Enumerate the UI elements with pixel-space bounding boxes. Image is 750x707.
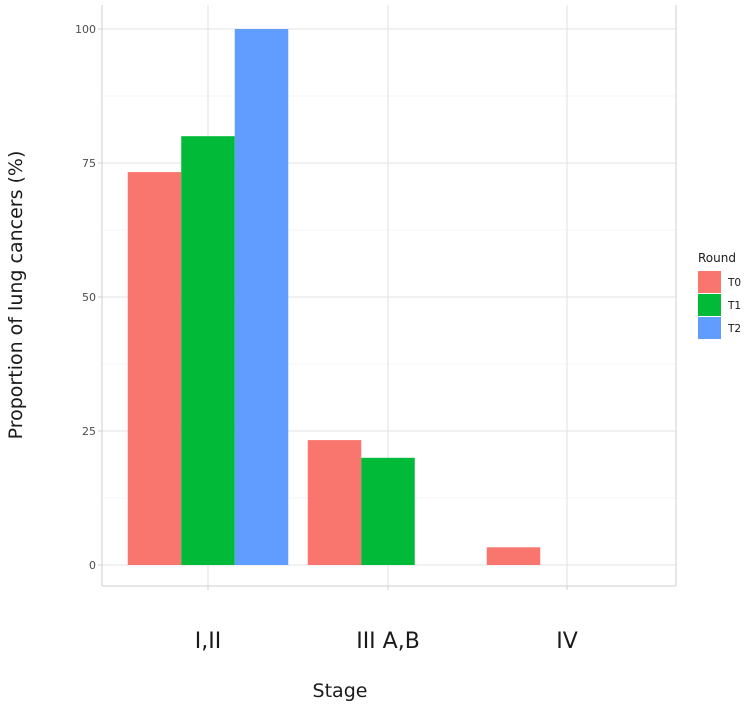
axes: 0 25 50 75 100 I,II III A,B IV (75, 5, 677, 654)
y-tick-label: 100 (75, 23, 96, 36)
y-tick-label: 25 (82, 425, 96, 438)
y-axis-title: Proportion of lung cancers (%) (5, 151, 27, 440)
legend-label-t1: T1 (727, 300, 741, 312)
legend: Round T0 T1 T2 (698, 251, 741, 339)
bar-t0-1 (127, 172, 182, 565)
y-tick-label: 0 (89, 559, 96, 572)
legend-key-t2 (698, 317, 721, 339)
legend-title: Round (698, 251, 736, 265)
x-axis-title: Stage (313, 680, 368, 702)
legend-key-t1 (698, 294, 721, 316)
bars (127, 29, 541, 565)
y-tick-label: 50 (82, 291, 96, 304)
x-tick-label: I,II (195, 629, 221, 654)
x-tick-label: IV (556, 629, 578, 654)
bar-t1-1 (181, 136, 235, 565)
bar-t0-3 (486, 547, 541, 565)
legend-key-t0 (698, 271, 721, 293)
bar-t0-2 (307, 440, 362, 565)
legend-label-t0: T0 (727, 277, 741, 289)
legend-label-t2: T2 (727, 323, 741, 335)
bar-t1-2 (361, 457, 415, 565)
bar-t2-1 (234, 29, 289, 565)
y-tick-label: 75 (82, 157, 96, 170)
x-tick-label: III A,B (356, 629, 420, 654)
